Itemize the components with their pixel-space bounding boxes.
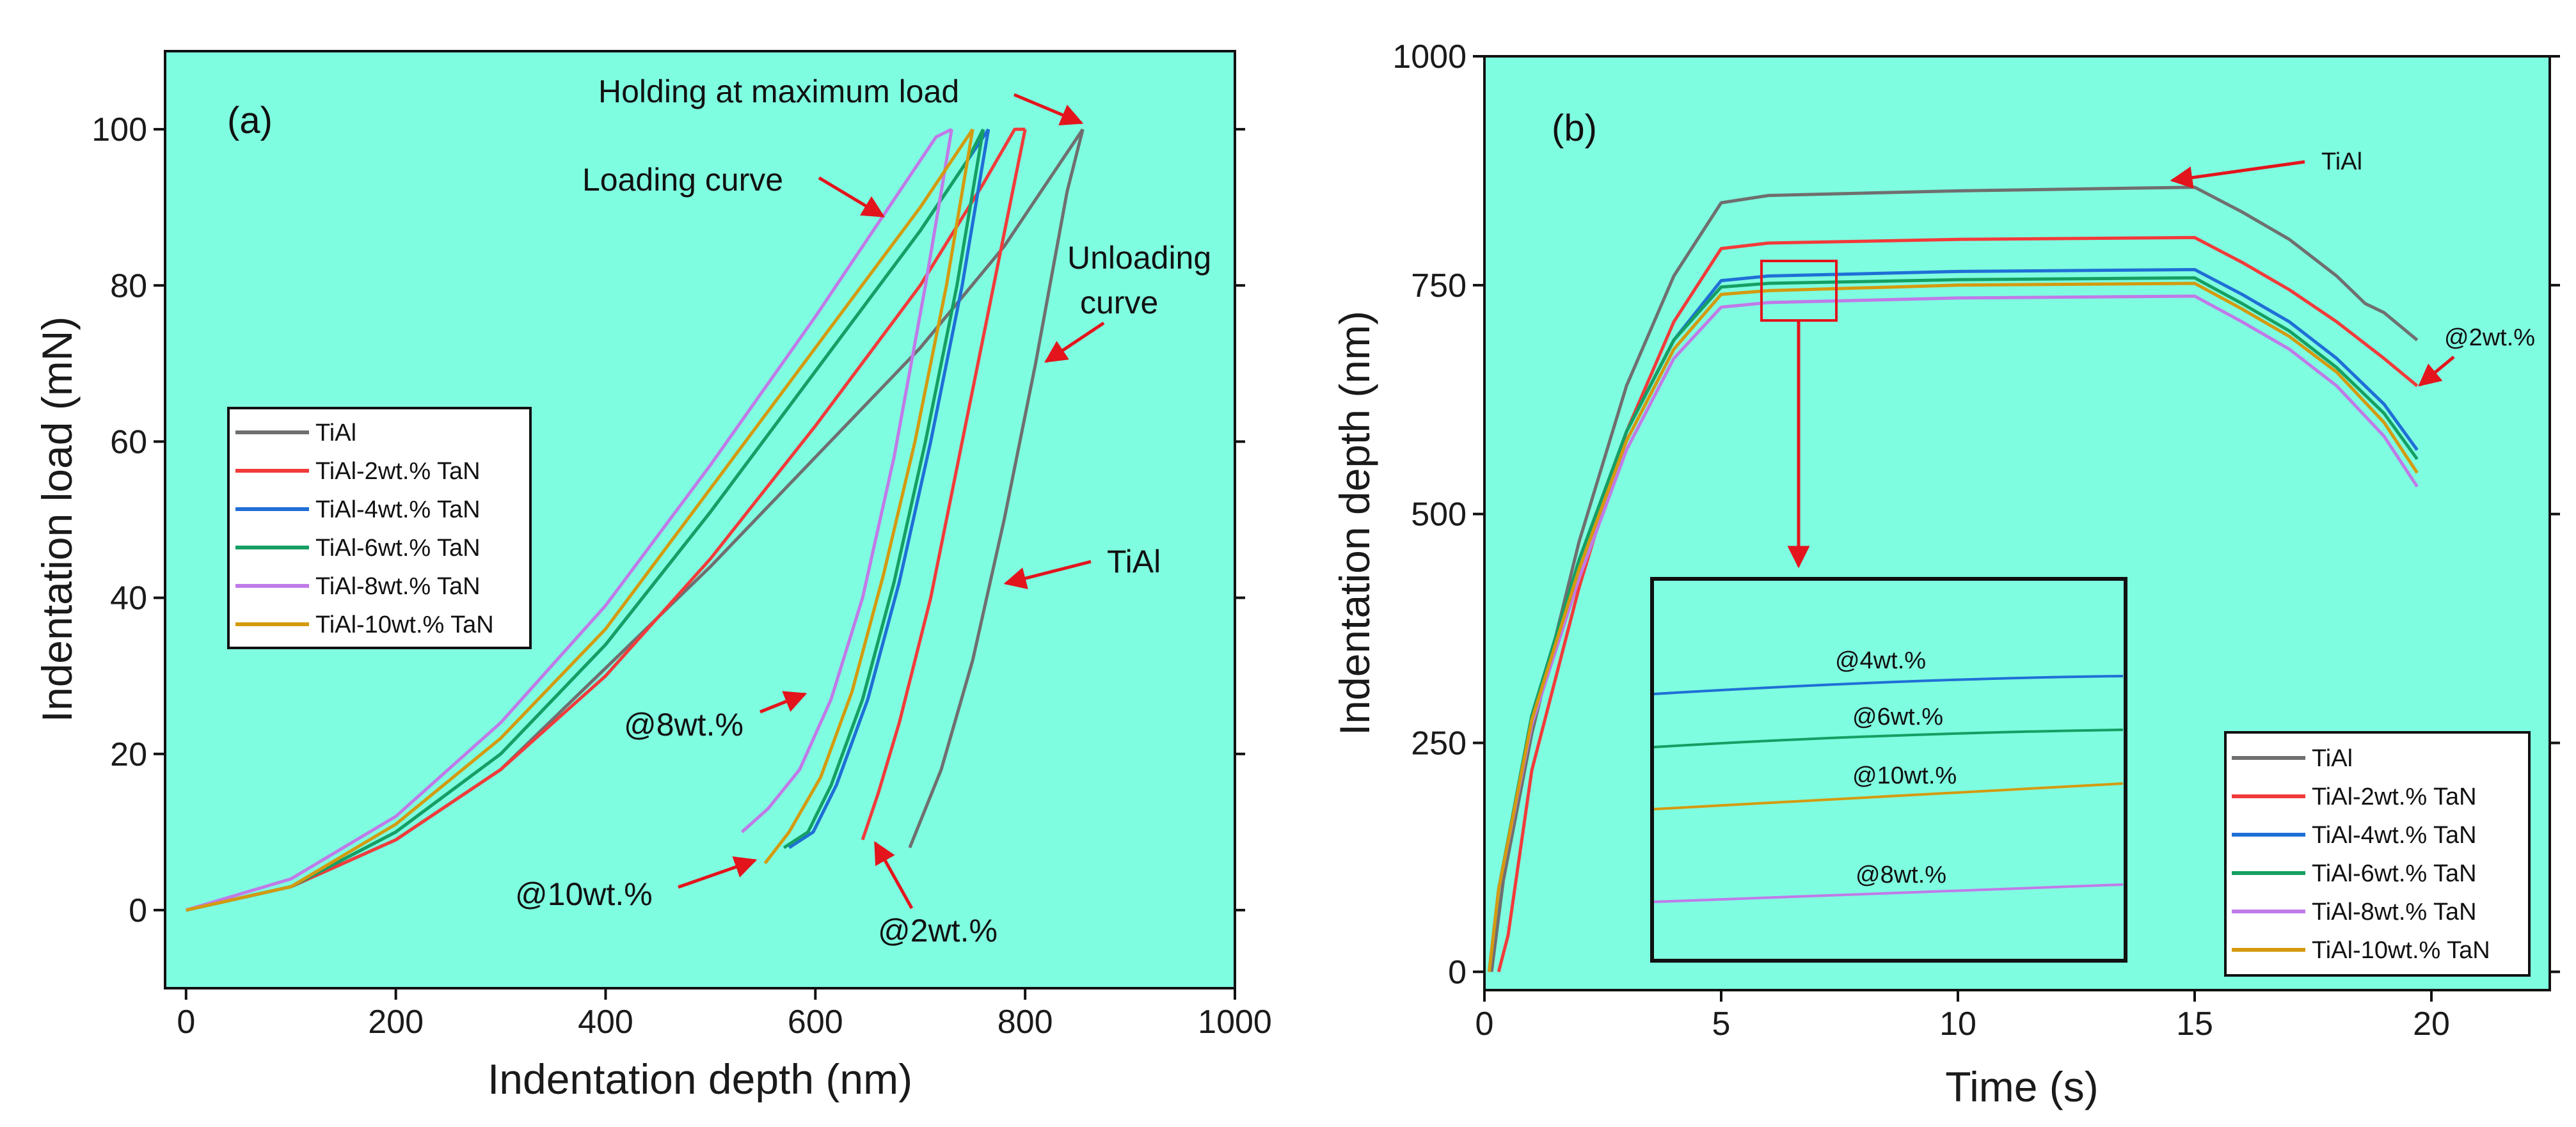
arrow-b-tial (2170, 160, 2305, 189)
arrow-8wt (759, 691, 807, 714)
inset-box (1650, 577, 2127, 963)
y-tick-label: 100 (91, 111, 147, 148)
y-tick-label: 250 (1411, 725, 1467, 762)
x-tick-label: 15 (2176, 1005, 2213, 1043)
legend-label-tial: TiAl (2312, 745, 2353, 772)
legend-label-tial-8wt-tan: TiAl-8wt.% TaN (315, 573, 481, 600)
series-line-tial-8wt-tan (1487, 294, 2419, 972)
x-tick-label: 600 (788, 1004, 843, 1041)
arrow-tial-a (1003, 560, 1092, 590)
x-tick-label: 800 (998, 1004, 1053, 1041)
series-line-tial-8wt-tan-loading (186, 127, 953, 912)
panel-b-legend-box (2224, 731, 2531, 977)
x-tick-label: 20 (2413, 1005, 2450, 1043)
series-line-tial-10wt-tan (1487, 281, 2419, 972)
series-line-tial-2wt-tan (1497, 235, 2419, 973)
series-line-tial-2wt-tan-loading (186, 127, 1026, 912)
series-line-tial-6wt-tan-loading (186, 128, 985, 912)
inset-label-8wt: @8wt.% (1856, 862, 1946, 888)
panel-b-x-axis-title: Time (s) (1945, 1063, 2099, 1110)
legend-label-tial-10wt-tan: TiAl-10wt.% TaN (2312, 937, 2490, 964)
series-line-tial-10wt-tan-loading (186, 128, 974, 912)
legend-label-tial: TiAl (315, 420, 356, 446)
arrow-loading-curve (818, 176, 886, 218)
y-tick-label: 500 (1411, 496, 1467, 533)
inset-line-4wt (1653, 675, 2124, 695)
arrow-unloading-curve (1044, 321, 1105, 363)
legend-label-tial-4wt-tan: TiAl-4wt.% TaN (2312, 822, 2477, 849)
arrow-holding-max-load (1014, 93, 1084, 125)
annotation-holding-max-load: Holding at maximum load (598, 74, 959, 109)
inset-label-10wt: @10wt.% (1852, 762, 1957, 789)
x-tick-label: 400 (578, 1004, 633, 1041)
series-line-tial-unloading (908, 129, 1085, 849)
y-tick-label: 80 (110, 267, 147, 304)
y-tick-label: 40 (110, 580, 147, 617)
arrow-b-2wt (2418, 356, 2455, 387)
panel-b-y-axis-title: Indentation depth (nm) (1331, 311, 1378, 736)
panel-a-y-axis-title: Indentation load (mN) (33, 317, 81, 723)
legend-label-tial-6wt-tan: TiAl-6wt.% TaN (2312, 860, 2477, 887)
panel-a-x-axis-title: Indentation depth (nm) (488, 1055, 912, 1103)
inset-label-6wt: @6wt.% (1852, 704, 1943, 730)
arrow-2wt-a (873, 840, 914, 910)
inset-label-4wt: @4wt.% (1835, 647, 1926, 674)
series-line-tial-2wt-tan-unloading (861, 129, 1027, 840)
legend-label-tial-2wt-tan: TiAl-2wt.% TaN (315, 458, 481, 485)
series-line-tial-6wt-tan (1487, 276, 2419, 972)
inset-line-8wt (1653, 883, 2124, 903)
series-line-tial-6wt-tan-unloading (783, 129, 985, 849)
panel-b-label: (b) (1552, 107, 1597, 149)
annotation-b-2wt: @2wt.% (2444, 324, 2535, 351)
y-tick-label: 60 (110, 423, 147, 461)
legend-label-tial-2wt-tan: TiAl-2wt.% TaN (2312, 784, 2477, 810)
panel-b-legend-items: TiAl TiAl-2wt.% TaN TiAl-4wt.% TaN TiAl-6wt… (2232, 745, 2490, 964)
x-tick-label: 200 (368, 1004, 424, 1041)
annotation-b-tial: TiAl (2321, 148, 2362, 175)
annotation-tial: TiAl (1107, 544, 1161, 579)
x-tick-label: 1000 (1198, 1004, 1272, 1041)
panel-a: 0 200 400 600 800 1000 0 20 40 60 80 100 (a) Indent… (33, 50, 1272, 1103)
y-tick-label: 0 (1448, 954, 1467, 991)
x-tick-label: 10 (1939, 1005, 1976, 1043)
y-tick-label: 0 (129, 892, 147, 929)
annotation-unloading: Unloading (1067, 240, 1211, 276)
inset-line-6wt (1653, 729, 2124, 748)
legend-label-tial-8wt-tan: TiAl-8wt.% TaN (2312, 899, 2477, 926)
panel-a-legend: TiAl TiAl-2wt.% TaN TiAl-4wt.% TaN TiAl-6wt… (227, 407, 532, 649)
inset: @4wt.% @6wt.% @10wt.% @8wt.% (1650, 577, 2127, 963)
annotation-8wt: @8wt.% (624, 707, 743, 743)
y-tick-label: 750 (1411, 267, 1467, 304)
inset-line-10wt (1653, 782, 2124, 810)
legend-label-tial-6wt-tan: TiAl-6wt.% TaN (315, 535, 481, 562)
panel-a-ticks: 0 200 400 600 800 1000 0 20 40 60 80 100 (91, 111, 1272, 1041)
annotation-2wt: @2wt.% (878, 913, 998, 949)
annotation-loading-curve: Loading curve (582, 162, 783, 198)
annotation-unloading-curve: curve (1080, 285, 1158, 320)
panel-b-series (1487, 185, 2419, 973)
series-line-tial-8wt-tan-unloading (740, 129, 953, 833)
annotation-10wt: @10wt.% (515, 876, 653, 912)
panel-b-ticks: 0 5 10 15 20 0 250 500 750 1000 (1392, 38, 2560, 1043)
legend-label-tial-10wt-tan: TiAl-10wt.% TaN (315, 611, 494, 638)
x-tick-label: 0 (1475, 1005, 1494, 1043)
panel-a-legend-items: TiAl TiAl-2wt.% TaN TiAl-4wt.% TaN TiAl-6wt… (235, 420, 494, 638)
x-tick-label: 5 (1712, 1005, 1731, 1043)
arrow-10wt (678, 856, 758, 889)
series-line-tial-4wt-tan-unloading (788, 129, 990, 849)
panel-a-label: (a) (227, 100, 273, 141)
x-tick-label: 0 (177, 1004, 195, 1041)
legend-label-tial-4wt-tan: TiAl-4wt.% TaN (315, 496, 481, 523)
panel-a-series (186, 127, 1085, 912)
y-tick-label: 1000 (1392, 38, 1467, 75)
y-tick-label: 20 (110, 736, 147, 773)
panel-a-legend-box (227, 407, 532, 649)
panel-b-legend: TiAl TiAl-2wt.% TaN TiAl-4wt.% TaN TiAl-6wt… (2224, 731, 2531, 977)
series-line-tial-10wt-tan-unloading (763, 129, 974, 865)
panel-b: 0 5 10 15 20 0 250 500 750 1000 (b) Time (s) Inde… (1331, 38, 2560, 1110)
